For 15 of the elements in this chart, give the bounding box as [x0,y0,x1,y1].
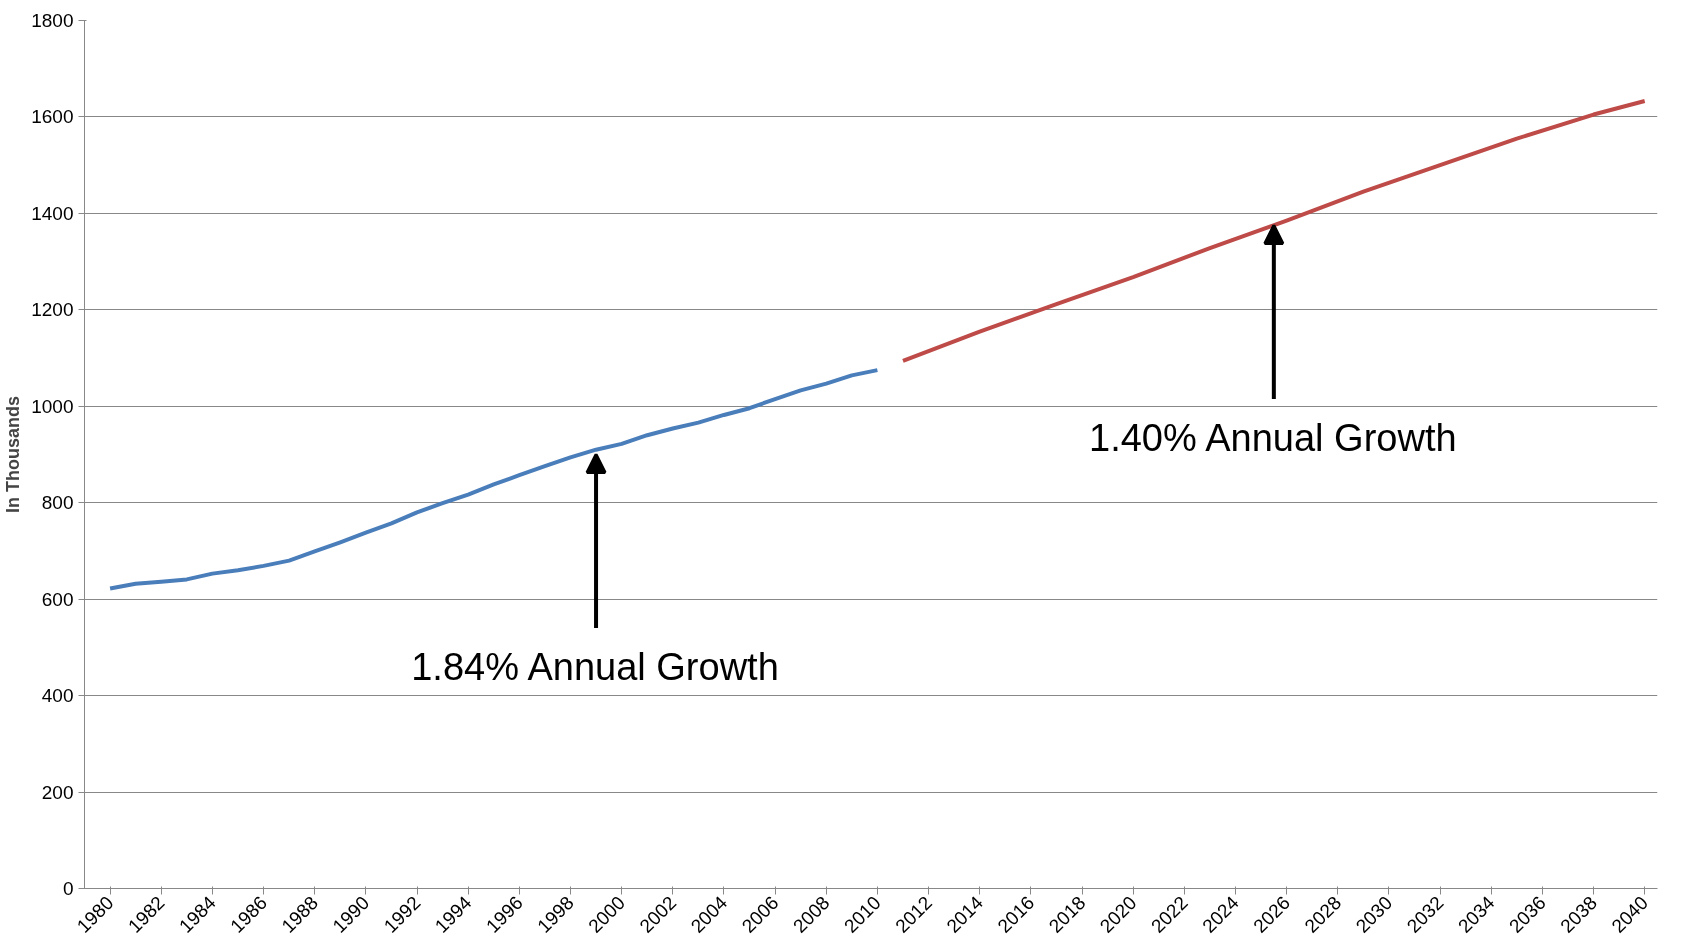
y-tick-label: 800 [41,492,74,514]
y-tick-label: 400 [41,685,74,707]
y-axis-title: In Thousands [3,396,24,513]
y-tick-label: 1000 [31,395,74,417]
annotation: 1.40% Annual Growth [1089,417,1457,460]
line-series [900,99,1647,363]
y-tick-label: 200 [41,781,74,803]
y-tick-label: 1600 [31,106,74,128]
y-tick-label: 0 [62,878,74,899]
y-tick-label: 1200 [31,299,74,321]
y-tick-label: 1800 [31,10,74,31]
y-tick-label: 1400 [31,202,74,224]
line-series [108,368,880,591]
y-tick-label: 600 [41,588,74,610]
annotation: 1.84% Annual Growth [411,646,779,689]
